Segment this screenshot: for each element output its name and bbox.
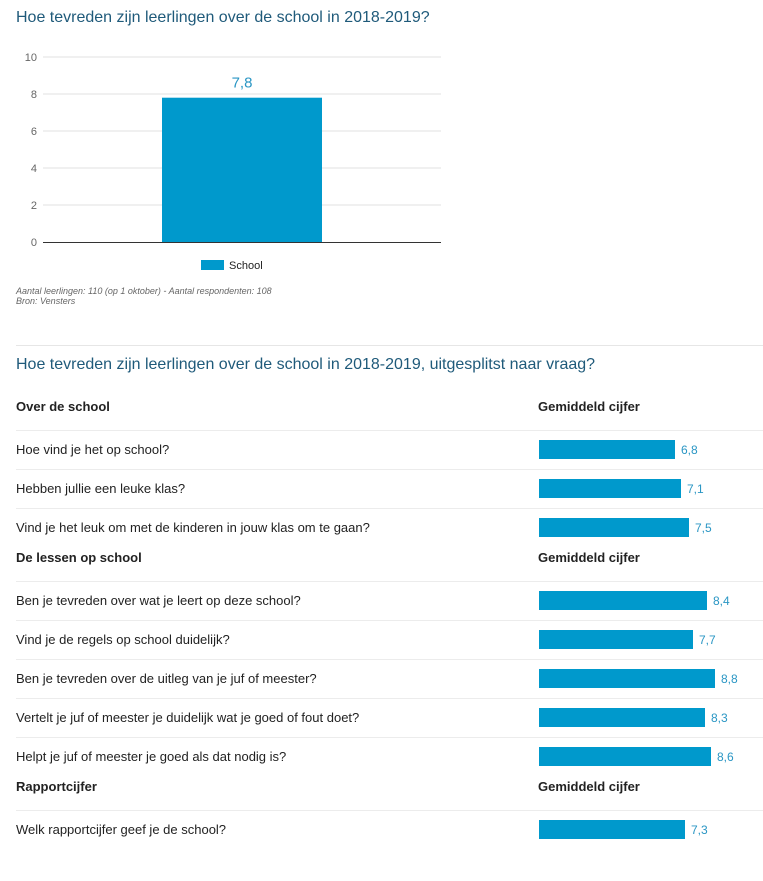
question-text: Vind je het leuk om met de kinderen in j… <box>16 520 370 535</box>
y-tick-label: 6 <box>31 126 37 138</box>
answer-bar <box>539 747 711 766</box>
question-text: Hebben jullie een leuke klas? <box>16 481 186 496</box>
row-divider <box>16 581 763 582</box>
column-header: Gemiddeld cijfer <box>538 399 640 414</box>
question-text: Hoe vind je het op school? <box>16 442 170 457</box>
question-text: Ben je tevreden over de uitleg van je ju… <box>16 671 317 686</box>
group-title: Rapportcijfer <box>16 779 97 794</box>
row-divider <box>16 698 763 699</box>
bar-school <box>162 97 322 242</box>
question-text: Vind je de regels op school duidelijk? <box>16 632 230 647</box>
group-title: Over de school <box>16 399 110 414</box>
row-divider <box>16 469 763 470</box>
row-divider <box>16 508 763 509</box>
column-header: Gemiddeld cijfer <box>538 550 640 565</box>
column-header: Gemiddeld cijfer <box>538 779 640 794</box>
legend-label: School <box>229 260 263 272</box>
answer-bar <box>539 708 705 727</box>
row-divider <box>16 659 763 660</box>
y-tick-label: 10 <box>25 52 37 64</box>
note-source: Bron: Vensters <box>16 296 76 306</box>
answer-bar <box>539 479 681 498</box>
answer-bar <box>539 518 689 537</box>
section-divider <box>16 345 763 346</box>
answer-bar <box>539 440 675 459</box>
legend-swatch <box>201 260 224 270</box>
row-divider <box>16 810 763 811</box>
y-tick-label: 2 <box>31 200 37 212</box>
bar-data-label: 7,8 <box>232 75 253 92</box>
y-tick-label: 4 <box>31 163 37 175</box>
breakdown-title: Hoe tevreden zijn leerlingen over de sch… <box>16 356 596 373</box>
chart-title: Hoe tevreden zijn leerlingen over de sch… <box>16 9 430 26</box>
row-divider <box>16 737 763 738</box>
answer-value: 8,3 <box>711 711 728 725</box>
answer-value: 8,8 <box>721 672 738 686</box>
answer-bar <box>539 591 707 610</box>
answer-value: 7,1 <box>687 482 704 496</box>
answer-bar <box>539 630 693 649</box>
group-title: De lessen op school <box>16 550 142 565</box>
answer-value: 6,8 <box>681 443 698 457</box>
note-respondents: Aantal leerlingen: 110 (op 1 oktober) - … <box>16 286 272 296</box>
row-divider <box>16 430 763 431</box>
answer-bar <box>539 669 715 688</box>
y-tick-label: 8 <box>31 89 37 101</box>
answer-value: 7,5 <box>695 521 712 535</box>
answer-value: 8,4 <box>713 594 730 608</box>
y-tick-label: 0 <box>31 237 37 249</box>
row-divider <box>16 620 763 621</box>
overall-bar-chart: 0 2 4 6 8 10 7,8 School <box>25 52 441 272</box>
question-text: Ben je tevreden over wat je leert op dez… <box>16 593 301 608</box>
question-text: Helpt je juf of meester je goed als dat … <box>16 749 287 764</box>
answer-value: 8,6 <box>717 750 734 764</box>
answer-value: 7,3 <box>691 823 708 837</box>
answer-value: 7,7 <box>699 633 716 647</box>
question-text: Welk rapportcijfer geef je de school? <box>16 822 227 837</box>
chart-notes: Aantal leerlingen: 110 (op 1 oktober) - … <box>16 286 272 306</box>
question-text: Vertelt je juf of meester je duidelijk w… <box>16 710 360 725</box>
answer-bar <box>539 820 685 839</box>
